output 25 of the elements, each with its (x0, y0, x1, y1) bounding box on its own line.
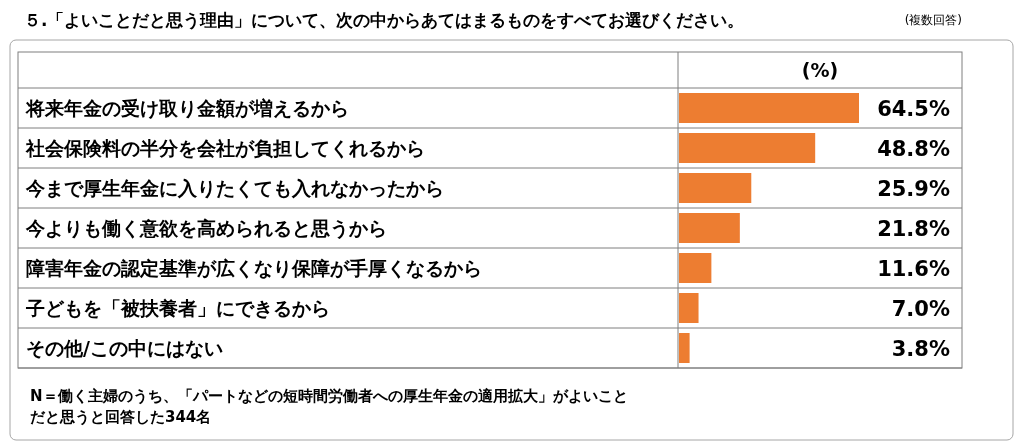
bar (679, 133, 816, 163)
x-axis-title: (%) (801, 59, 839, 81)
text: N＝働く主婦のうち、「パートなどの短時間労働者への厚生年金の適用拡大」がよいことだと思うと回答した344名 (30, 386, 629, 428)
y-tick-label: 今まで厚生年金に入りたくても入れなかったから (25, 177, 444, 199)
text: ５.「よいことだと思う理由」について、次の中からあてはまるものをすべてお選びください。 (24, 10, 745, 30)
bar (679, 93, 859, 123)
y-tick-label: 社会保険料の半分を会社が負担してくれるから (25, 137, 425, 159)
data-label: 25.9% (877, 177, 950, 201)
data-label: 3.8% (891, 337, 950, 361)
y-tick-label: その他/この中にはない (26, 337, 223, 359)
bar (679, 213, 740, 243)
bar (679, 253, 712, 283)
data-label: 64.5% (877, 97, 950, 121)
y-tick-label: 今よりも働く意欲を高められると思うから (25, 217, 387, 240)
data-label: 7.0% (891, 297, 950, 321)
data-label: 48.8% (877, 137, 950, 161)
data-label: 11.6% (877, 257, 950, 281)
bar (679, 293, 699, 323)
data-label: 21.8% (877, 217, 950, 241)
y-tick-label: 子どもを「被扶養者」にできるから (25, 297, 330, 319)
y-tick-label: 障害年金の認定基準が広くなり保障が手厚くなるから (26, 257, 482, 279)
text: (複数回答) (904, 13, 962, 27)
y-tick-label: 将来年金の受け取り金額が増えるから (25, 97, 349, 119)
bar (679, 173, 752, 203)
bar (679, 333, 690, 363)
